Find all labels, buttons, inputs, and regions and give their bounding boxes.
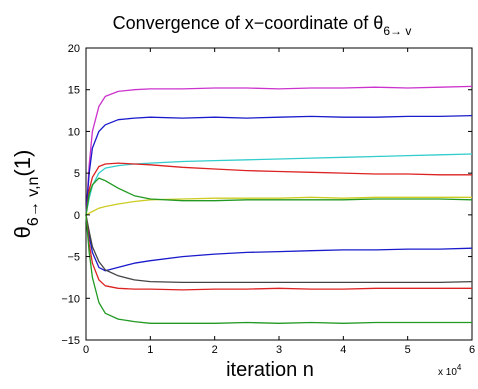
series-line-2 — [85, 114, 473, 215]
ylabel-main: θ — [10, 226, 35, 238]
title-subscript: 6→ v — [383, 24, 411, 38]
x-tick-label: 5 — [405, 344, 411, 356]
x-tick-label: 6 — [469, 344, 475, 356]
y-tick-label: 20 — [68, 43, 80, 55]
x-tick-label: 3 — [276, 344, 282, 356]
series-line-6 — [85, 177, 473, 215]
chart-title: Convergence of x−coordinate of θ6→ v — [113, 13, 412, 38]
series-line-7 — [85, 214, 473, 272]
plot-area: 0 1 2 3 4 5 6 −15 −10 −5 0 5 10 15 20 — [61, 43, 475, 356]
series-layer — [85, 85, 473, 324]
plot-frame — [85, 47, 473, 341]
series-line-3 — [85, 153, 473, 216]
y-axis-label: θ6→ v,n(1) — [10, 150, 42, 239]
x-tick-label: 0 — [83, 344, 89, 356]
x-tick-label: 4 — [340, 344, 346, 356]
y-tick-label: −15 — [61, 335, 80, 347]
y-tick-label: −5 — [67, 252, 80, 264]
x-tick-label: 2 — [212, 344, 218, 356]
y-tick-label: 5 — [74, 168, 80, 180]
y-tick-label: 15 — [68, 85, 80, 97]
x-axis-exponent: x 104 — [438, 363, 462, 378]
series-line-4 — [85, 162, 472, 215]
tick-layer: 0 1 2 3 4 5 6 −15 −10 −5 0 5 10 15 20 — [61, 43, 475, 356]
series-line-1 — [85, 85, 473, 215]
exponent-base: x 10 — [438, 367, 457, 378]
y-tick-label: 10 — [68, 126, 80, 138]
series-line-8 — [85, 214, 473, 284]
y-tick-label: −10 — [61, 293, 80, 305]
x-tick-label: 1 — [147, 344, 153, 356]
series-line-9 — [85, 214, 472, 291]
ylabel-suffix: (1) — [10, 150, 35, 177]
y-tick-label: 0 — [74, 210, 80, 222]
x-axis-label: iteration n — [226, 359, 314, 381]
exponent-power: 4 — [457, 363, 462, 372]
ylabel-subscript: 6→ v,n — [25, 177, 42, 227]
series-line-10 — [85, 214, 472, 324]
series-line-5 — [85, 196, 472, 216]
title-text: Convergence of x−coordinate of θ — [113, 13, 384, 33]
